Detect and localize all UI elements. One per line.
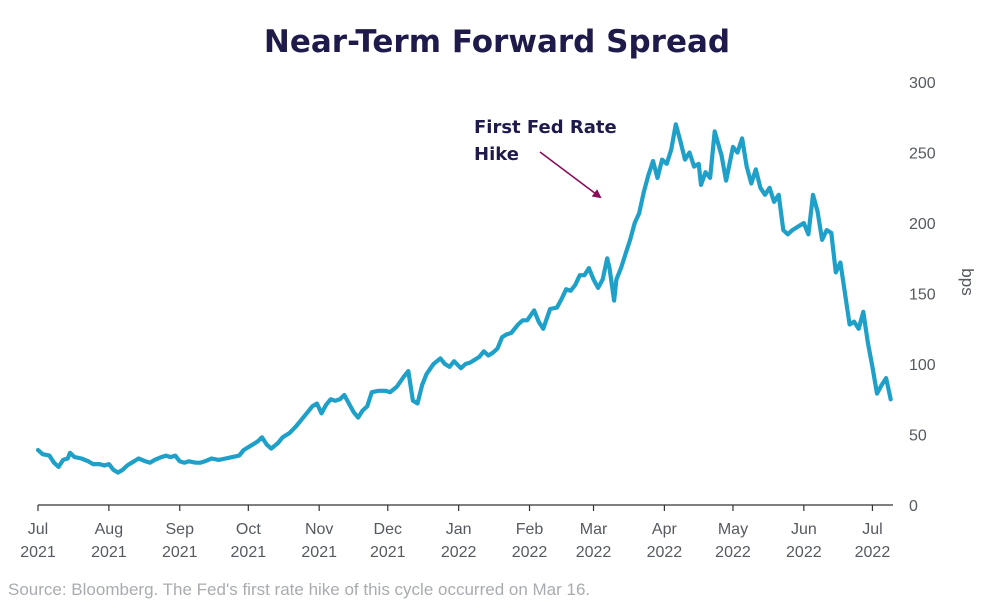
y-tick-label: 50 xyxy=(909,428,927,445)
x-tick-label-month: Feb xyxy=(516,521,544,538)
x-tick-label-month: May xyxy=(718,521,748,538)
x-tick-label-year: 2021 xyxy=(91,544,127,561)
annotation: First Fed Rate Hike xyxy=(474,117,617,199)
x-tick-label-year: 2022 xyxy=(786,544,822,561)
x-tick-label-year: 2021 xyxy=(162,544,198,561)
x-tick-label-year: 2021 xyxy=(20,544,56,561)
x-tick-label-year: 2022 xyxy=(715,544,751,561)
annotation-arrow xyxy=(539,151,602,199)
x-tick-label-month: Jul xyxy=(862,521,882,538)
x-tick-label-month: Jun xyxy=(791,521,817,538)
y-axis-label: bps xyxy=(958,268,977,295)
y-tick-label: 200 xyxy=(909,216,936,233)
x-tick-label-month: Dec xyxy=(374,521,402,538)
y-axis: 0 50 100 150 200 250 300 xyxy=(909,75,936,515)
x-tick-label-month: Aug xyxy=(95,521,123,538)
x-tick-label-year: 2022 xyxy=(441,544,477,561)
x-tick-label-year: 2022 xyxy=(576,544,612,561)
annotation-text: Hike xyxy=(474,144,519,165)
x-tick-label-month: Jul xyxy=(28,521,48,538)
x-tick-label-year: 2021 xyxy=(231,544,267,561)
x-tick-label-year: 2022 xyxy=(647,544,683,561)
x-tick-label-month: Mar xyxy=(580,521,608,538)
x-tick-label-month: Oct xyxy=(236,521,261,538)
y-tick-label: 0 xyxy=(909,498,918,515)
y-tick-label: 250 xyxy=(909,146,936,163)
chart-title: Near-Term Forward Spread xyxy=(264,24,730,60)
x-tick-label-month: Sep xyxy=(166,521,195,538)
source-note: Source: Bloomberg. The Fed's first rate … xyxy=(8,580,590,599)
x-tick-label-year: 2021 xyxy=(301,544,337,561)
x-tick-label-year: 2021 xyxy=(370,544,406,561)
y-tick-label: 100 xyxy=(909,357,936,374)
x-axis: Jul 2021 Aug 2021 Sep 2021 Oct 2021 Nov 2021 Dec 20… xyxy=(20,504,893,561)
x-tick-label-month: Apr xyxy=(652,521,678,538)
x-tick-label-year: 2022 xyxy=(855,544,891,561)
plot-area xyxy=(35,122,893,475)
x-tick-label-month: Jan xyxy=(446,521,472,538)
y-tick-label: 150 xyxy=(909,287,936,304)
x-tick-label-month: Nov xyxy=(305,521,333,538)
annotation-text: First Fed Rate xyxy=(474,117,617,138)
series-line xyxy=(35,122,893,475)
y-tick-label: 300 xyxy=(909,75,936,92)
x-tick-label-year: 2022 xyxy=(512,544,548,561)
